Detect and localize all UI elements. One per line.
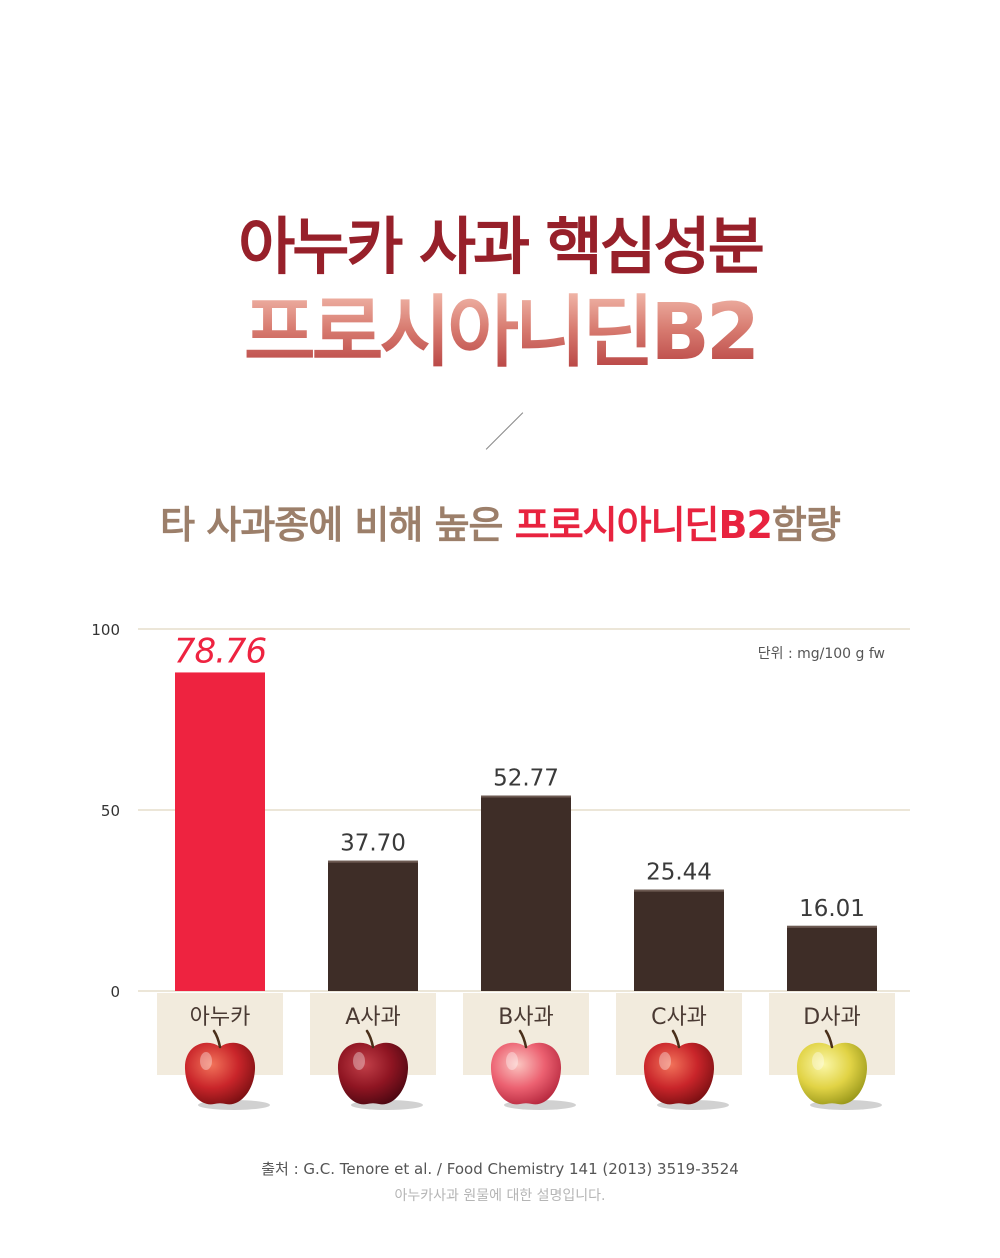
dark-red-apple-icon [337,1029,423,1110]
value-labels: 78.76 37.70 52.77 25.44 16.01 [174,631,865,921]
y-axis-ticks: 0 50 100 [91,621,120,1001]
product-note: 아누카사과 원물에 대한 설명입니다. [394,1188,606,1204]
category-label: 아누카 [190,1005,251,1030]
bar [481,795,571,991]
value-label: 52.77 [493,766,559,792]
subtitle-highlight: 프로시아니딘B2 [514,503,773,547]
bar-top-edge [328,860,418,863]
bar-top-edge [481,795,571,798]
bar [634,889,724,991]
red-apple-icon [643,1029,729,1110]
y-tick-label: 0 [110,983,120,1001]
subtitle-suffix: 함량 [771,503,841,547]
y-tick-label: 50 [101,802,120,820]
category-label: B사과 [498,1005,554,1030]
unit-label: 단위 : mg/100 g fw [758,646,885,662]
title-gradient-text: 프로시아니딘B2 [243,288,760,378]
title-line-2: 프로시아니딘B2 [0,270,1000,382]
bar [787,925,877,991]
apple-images [184,1029,882,1110]
red-apple-icon [184,1029,270,1110]
title-line-1: 아누카 사과 핵심성분 [238,210,765,283]
source-citation: 출처 : G.C. Tenore et al. / Food Chemistry… [261,1160,739,1178]
value-label: 37.70 [340,831,406,857]
yellow-apple-icon [796,1029,882,1110]
slash-divider [485,412,524,450]
category-label: D사과 [803,1005,860,1030]
bar-top-edge [634,889,724,892]
value-label: 16.01 [799,896,865,922]
bar [175,672,265,991]
value-label: 25.44 [646,860,712,886]
bar-top-edge [787,925,877,928]
y-tick-label: 100 [91,621,120,639]
bar [328,860,418,991]
pink-apple-icon [490,1029,576,1110]
category-label: C사과 [651,1005,707,1030]
value-label: 78.76 [174,631,267,671]
category-label: A사과 [345,1005,401,1030]
bars [175,672,877,991]
subtitle-prefix: 타 사과종에 비해 높은 [160,503,515,547]
subtitle: 타 사과종에 비해 높은 프로시아니딘B2함량 [0,494,1000,549]
